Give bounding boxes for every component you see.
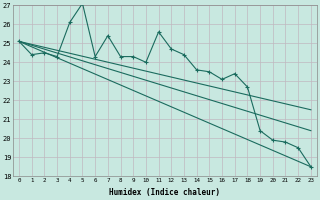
X-axis label: Humidex (Indice chaleur): Humidex (Indice chaleur) [109, 188, 220, 197]
